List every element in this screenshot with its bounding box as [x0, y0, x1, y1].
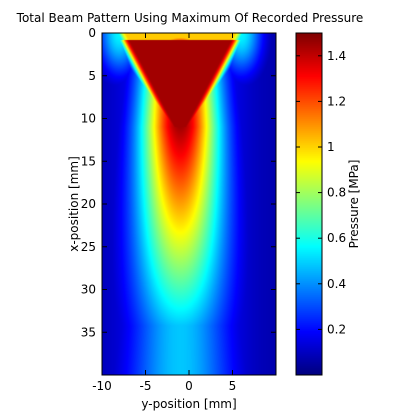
colorbar-tick-label: 0.2	[327, 322, 346, 336]
y-tick-label: 35	[81, 325, 96, 339]
y-axis-label: x-position [mm]	[67, 156, 81, 252]
colorbar-frame	[295, 32, 323, 376]
colorbar-ticks: 0.2 0.4 0.6 0.8 1 1.2 1.4	[296, 49, 346, 336]
colorbar-tick-label: 0.6	[327, 231, 346, 245]
y-tick-label: 5	[88, 69, 96, 83]
colorbar-canvas	[296, 33, 322, 375]
x-tick-label: 0	[185, 379, 193, 393]
heatmap-plot-area	[101, 32, 277, 376]
heatmap-canvas	[102, 33, 276, 375]
colorbar: 0.2 0.4 0.6 0.8 1 1.2 1.4 Pressure [MPa]	[295, 32, 361, 376]
y-tick-label: 10	[81, 112, 96, 126]
x-axis-ticks: -10 -5 0 5	[92, 33, 236, 393]
x-tick-label: -5	[140, 379, 152, 393]
y-tick-label: 15	[81, 154, 96, 168]
y-tick-label: 25	[81, 240, 96, 254]
colorbar-label: Pressure [MPa]	[347, 160, 361, 249]
y-tick-label: 20	[81, 197, 96, 211]
y-tick-label: 0	[88, 26, 96, 40]
x-axis-label: y-position [mm]	[141, 397, 236, 411]
y-tick-label: 30	[81, 283, 96, 297]
colorbar-tick-label: 1.2	[327, 94, 346, 108]
colorbar-tick-label: 0.8	[327, 186, 346, 200]
colorbar-tick-label: 0.4	[327, 277, 346, 291]
x-tick-label: -10	[92, 379, 112, 393]
heatmap-canvas-wrapper	[102, 33, 276, 375]
chart-title: Total Beam Pattern Using Maximum Of Reco…	[16, 11, 364, 25]
x-tick-label: 5	[229, 379, 237, 393]
colorbar-tick-label: 1.4	[327, 49, 346, 63]
colorbar-tick-label: 1	[327, 140, 335, 154]
colorbar-canvas-wrapper	[296, 33, 322, 375]
y-axis-ticks: 0 5 10 15 20 25 30 35	[81, 26, 276, 339]
